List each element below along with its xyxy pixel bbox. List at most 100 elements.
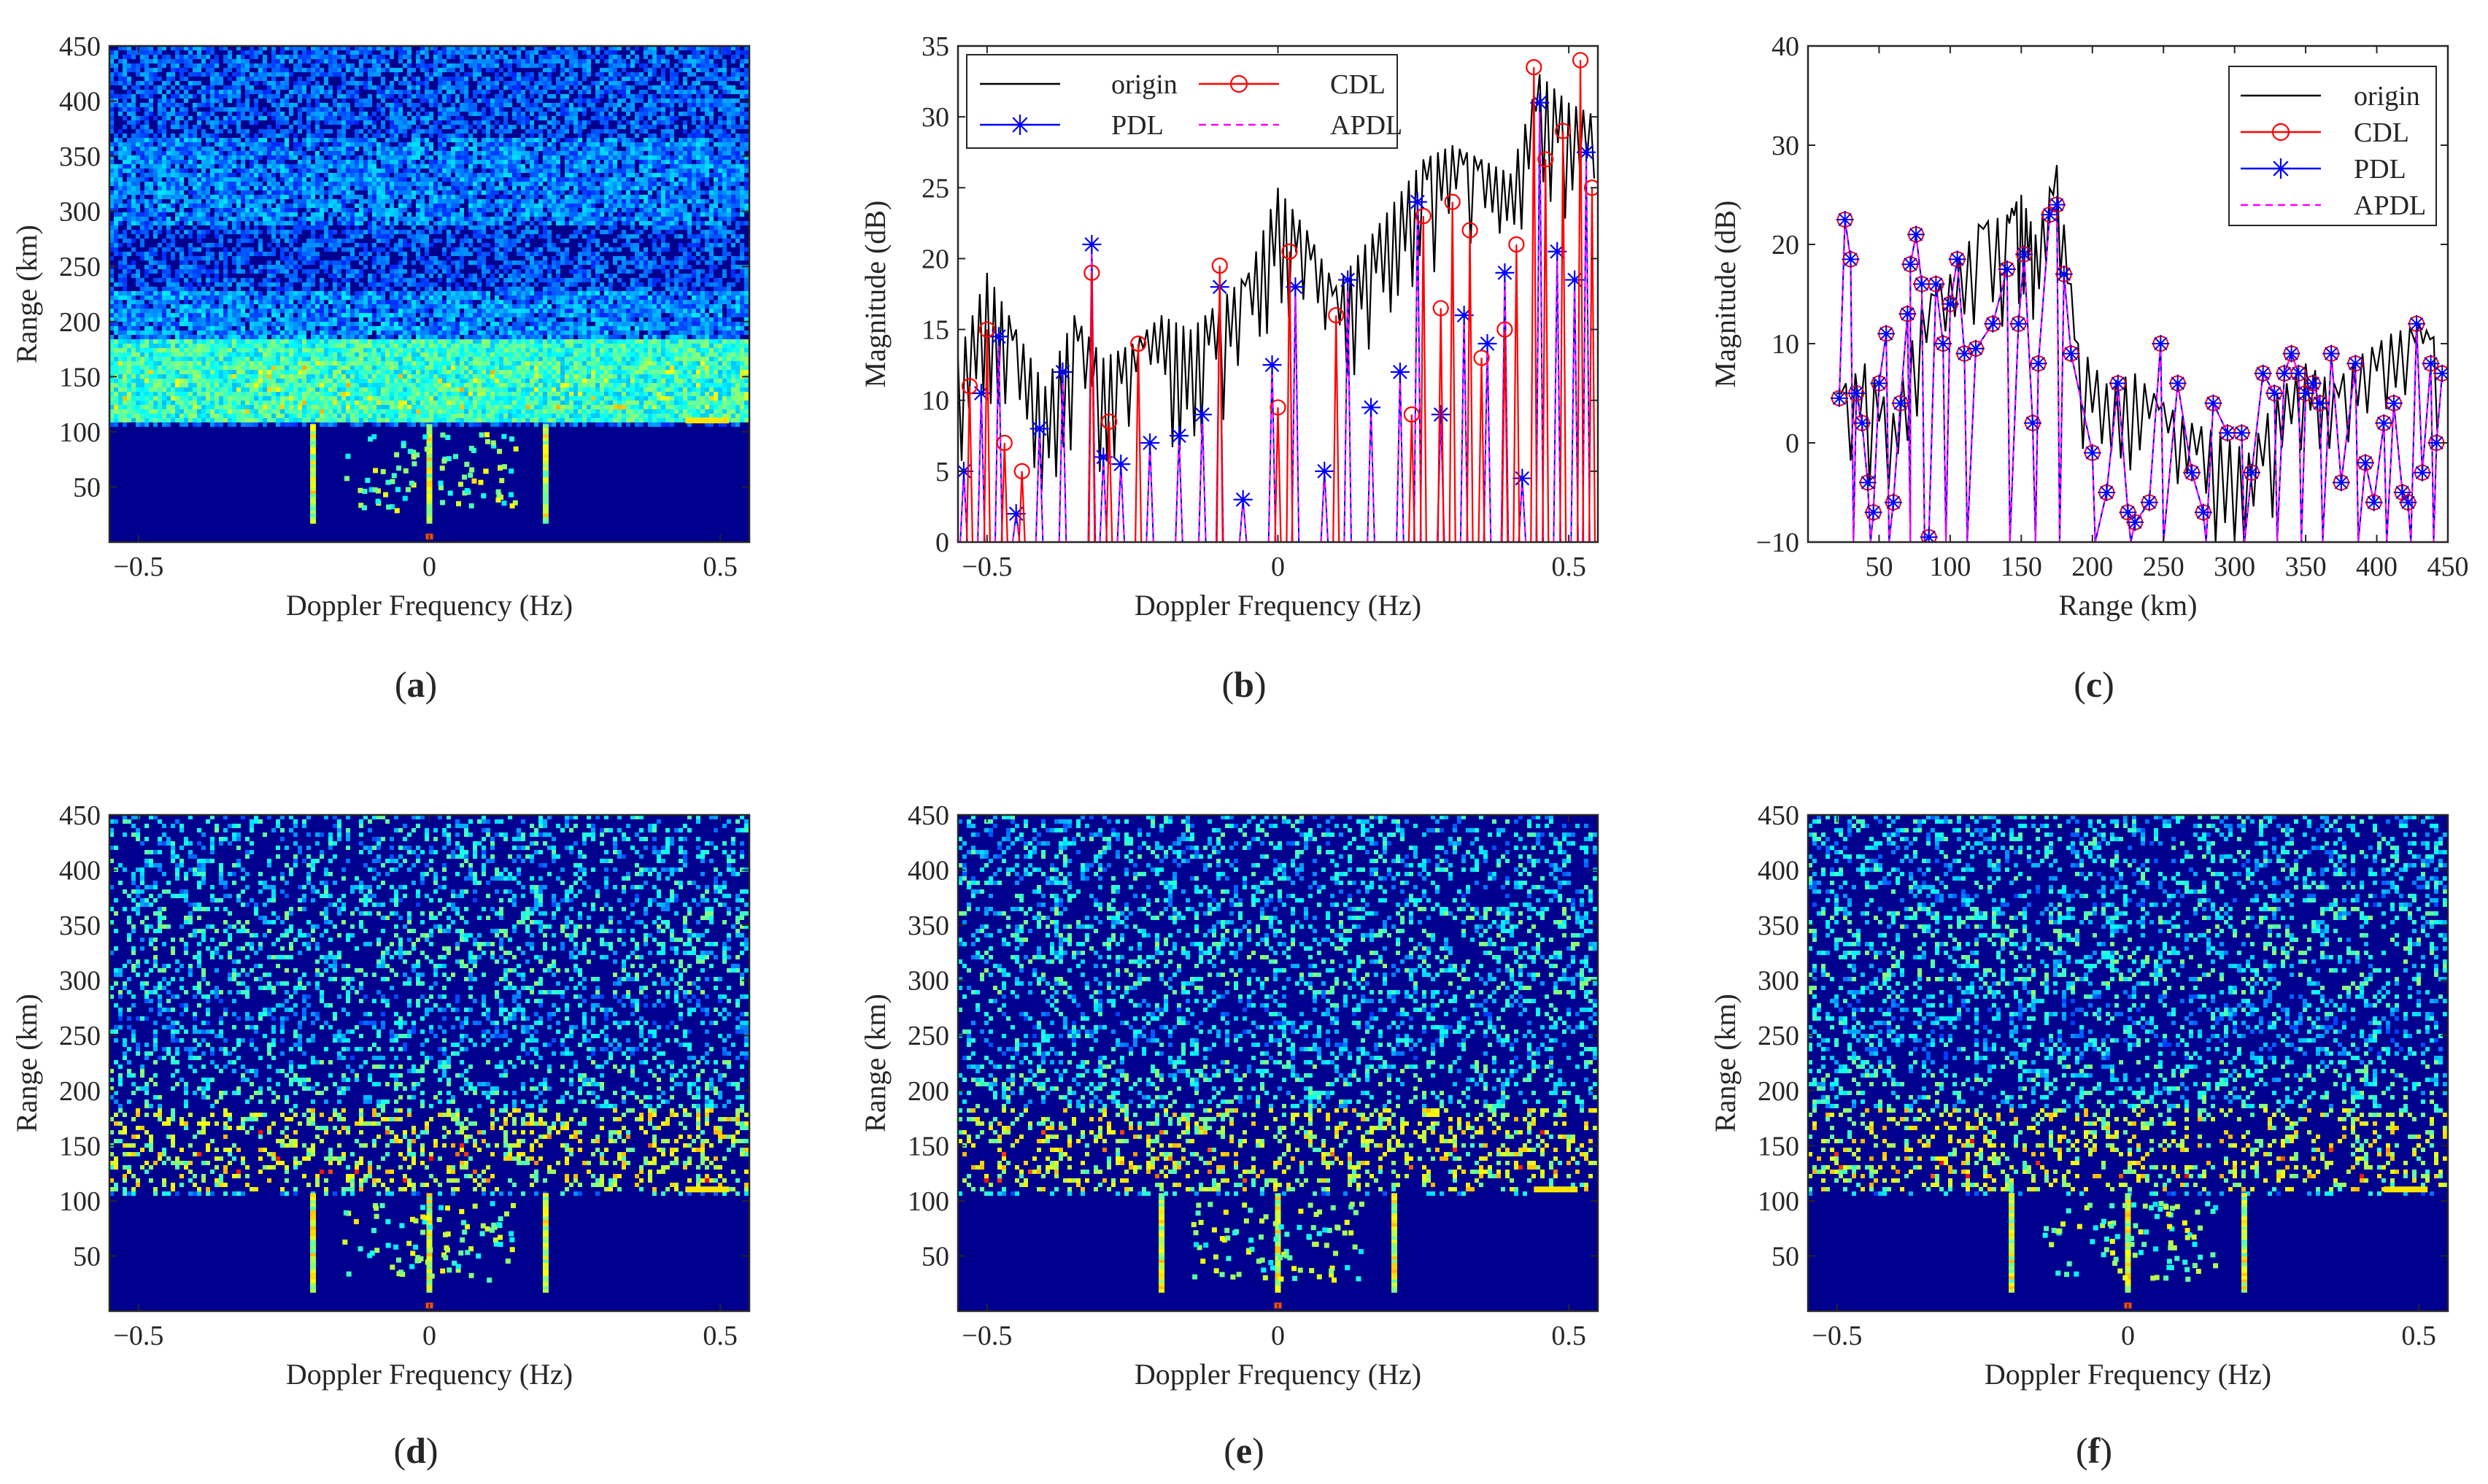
heat-cell xyxy=(556,199,560,204)
heat-cell xyxy=(232,182,236,186)
heat-cell xyxy=(499,68,503,72)
heat-cell xyxy=(652,72,657,77)
heat-cell xyxy=(438,120,442,125)
heat-cell xyxy=(333,72,337,77)
heat-cell xyxy=(652,182,657,186)
heat-cell xyxy=(232,138,236,142)
heat-cell xyxy=(692,239,696,243)
heat-cell xyxy=(451,164,455,169)
heat-cell xyxy=(136,160,140,164)
heat-cell xyxy=(271,85,276,90)
heat-cell xyxy=(657,230,661,234)
heat-cell xyxy=(158,138,162,142)
heat-cell xyxy=(587,243,591,247)
heat-cell xyxy=(372,190,376,195)
heat-cell xyxy=(595,138,600,142)
heat-cell xyxy=(652,199,657,204)
heat-cell xyxy=(578,160,582,164)
heat-cell xyxy=(359,199,363,204)
heat-cell xyxy=(267,94,271,98)
heat-cell xyxy=(644,199,648,204)
heat-cell xyxy=(385,85,390,90)
heat-cell xyxy=(306,55,311,59)
heat-cell xyxy=(302,195,306,199)
heat-cell xyxy=(372,217,376,221)
heat-cell xyxy=(341,164,346,169)
heat-cell xyxy=(149,81,153,85)
heat-cell xyxy=(696,151,700,155)
heat-cell xyxy=(692,204,696,208)
heat-cell xyxy=(350,116,355,120)
heat-cell xyxy=(718,190,722,195)
heat-cell xyxy=(179,234,184,239)
heat-cell xyxy=(735,72,740,77)
heat-cell xyxy=(376,46,381,50)
heat-cell xyxy=(385,239,390,243)
heat-cell xyxy=(341,125,346,129)
heat-cell xyxy=(648,204,652,208)
heat-cell xyxy=(464,103,468,107)
heat-cell xyxy=(735,239,740,243)
heat-cell xyxy=(385,230,390,234)
heat-cell xyxy=(420,50,425,55)
heat-cell xyxy=(674,90,679,94)
heat-cell xyxy=(368,72,372,77)
heat-cell xyxy=(271,217,276,221)
heat-cell xyxy=(722,77,727,81)
heat-cell xyxy=(613,225,617,230)
heat-cell xyxy=(451,182,455,186)
heat-cell xyxy=(188,155,193,160)
heat-cell xyxy=(250,50,254,55)
heat-cell xyxy=(569,120,573,125)
heat-cell xyxy=(468,147,473,151)
heat-cell xyxy=(197,147,201,151)
heat-cell xyxy=(486,103,490,107)
heat-cell xyxy=(482,221,486,225)
heat-cell xyxy=(184,46,188,50)
heat-cell xyxy=(416,129,420,134)
heat-cell xyxy=(508,46,512,50)
heat-cell xyxy=(582,195,587,199)
heat-cell xyxy=(639,81,644,85)
heat-cell xyxy=(722,164,727,169)
heat-cell xyxy=(385,155,390,160)
heat-cell xyxy=(425,164,429,169)
heat-cell xyxy=(705,55,709,59)
heat-cell xyxy=(499,239,503,243)
heat-cell xyxy=(565,98,569,103)
heat-cell xyxy=(114,55,118,59)
heat-cell xyxy=(464,217,468,221)
heat-cell xyxy=(543,77,547,81)
heat-cell xyxy=(674,169,679,173)
heat-cell xyxy=(700,230,705,234)
heat-cell xyxy=(398,182,403,186)
heat-cell xyxy=(298,225,302,230)
heat-cell xyxy=(223,164,228,169)
heat-cell xyxy=(477,72,482,77)
heat-cell xyxy=(617,204,622,208)
heat-cell xyxy=(604,120,609,125)
heat-cell xyxy=(280,129,285,134)
heat-cell xyxy=(123,142,127,147)
heat-cell xyxy=(315,103,320,107)
heat-cell xyxy=(740,204,744,208)
heat-cell xyxy=(153,221,158,225)
heat-cell xyxy=(420,98,425,103)
heat-cell xyxy=(136,208,140,212)
heat-cell xyxy=(560,46,565,50)
heat-cell xyxy=(464,55,468,59)
heat-cell xyxy=(552,186,556,190)
heat-cell xyxy=(538,199,543,204)
heat-cell xyxy=(595,46,600,50)
heat-cell xyxy=(210,112,215,116)
heat-cell xyxy=(149,68,153,72)
heat-cell xyxy=(241,195,245,199)
heat-cell xyxy=(210,243,215,247)
heat-cell xyxy=(355,50,359,55)
heat-cell xyxy=(700,221,705,225)
heat-cell xyxy=(285,155,289,160)
heat-cell xyxy=(692,63,696,68)
heat-cell xyxy=(665,90,670,94)
heat-cell xyxy=(600,112,604,116)
heat-cell xyxy=(508,173,512,177)
